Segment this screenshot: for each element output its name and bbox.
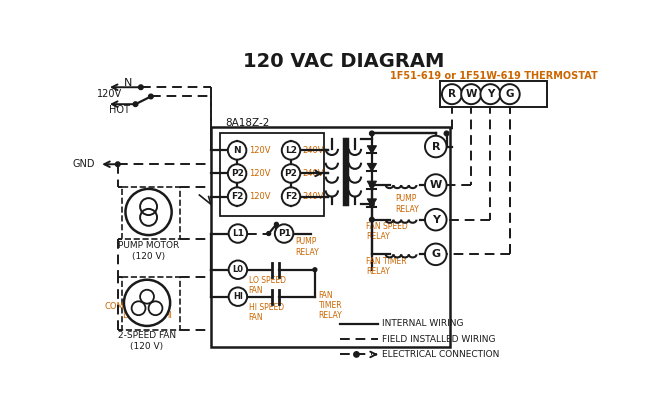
Text: 120V: 120V: [249, 146, 270, 155]
Text: L2: L2: [285, 146, 297, 155]
Circle shape: [425, 243, 447, 265]
Text: HI SPEED
FAN: HI SPEED FAN: [249, 303, 284, 322]
Bar: [123, 186, 180, 239]
Circle shape: [370, 131, 374, 136]
Text: 1F51-619 or 1F51W-619 THERMOSTAT: 1F51-619 or 1F51W-619 THERMOSTAT: [390, 71, 598, 81]
Circle shape: [444, 131, 449, 136]
Text: 120 VAC DIAGRAM: 120 VAC DIAGRAM: [243, 52, 444, 70]
Circle shape: [267, 232, 271, 235]
Circle shape: [425, 174, 447, 196]
Bar: [440, 81, 547, 107]
Text: HOT: HOT: [109, 105, 130, 115]
Text: 120V: 120V: [97, 89, 122, 99]
Bar: [123, 277, 180, 330]
Text: PUMP
RELAY: PUMP RELAY: [295, 238, 319, 257]
Text: R: R: [431, 142, 440, 152]
Circle shape: [275, 222, 278, 226]
Circle shape: [125, 189, 172, 235]
Circle shape: [149, 94, 153, 99]
Circle shape: [139, 85, 143, 90]
Circle shape: [500, 84, 520, 104]
Polygon shape: [367, 199, 377, 207]
Circle shape: [228, 261, 247, 279]
Text: PUMP
RELAY: PUMP RELAY: [396, 194, 419, 214]
Text: N: N: [233, 146, 241, 155]
Text: R: R: [448, 89, 456, 99]
Polygon shape: [367, 181, 377, 189]
Text: PUMP MOTOR
(120 V): PUMP MOTOR (120 V): [118, 241, 179, 261]
Text: FIELD INSTALLED WIRING: FIELD INSTALLED WIRING: [382, 334, 495, 344]
Text: ELECTRICAL CONNECTION: ELECTRICAL CONNECTION: [382, 350, 499, 359]
Circle shape: [228, 287, 247, 306]
Text: L0: L0: [232, 265, 243, 274]
Text: F2: F2: [231, 192, 243, 201]
Circle shape: [275, 224, 293, 243]
Circle shape: [282, 141, 300, 160]
Text: W: W: [466, 89, 477, 99]
Polygon shape: [367, 163, 377, 171]
Text: COM: COM: [104, 302, 124, 311]
Text: L1: L1: [232, 229, 244, 238]
Text: 240V: 240V: [303, 169, 324, 178]
Text: LO SPEED
FAN: LO SPEED FAN: [249, 276, 285, 295]
Bar: [220, 133, 324, 216]
Circle shape: [425, 209, 447, 230]
Circle shape: [313, 268, 317, 272]
Circle shape: [115, 162, 120, 166]
Text: W: W: [429, 180, 442, 190]
Text: 8A18Z-2: 8A18Z-2: [226, 118, 270, 128]
Text: Y: Y: [487, 89, 494, 99]
Circle shape: [228, 187, 247, 206]
Circle shape: [442, 84, 462, 104]
Circle shape: [124, 280, 170, 326]
Text: F2: F2: [285, 192, 297, 201]
Text: L0: L0: [122, 311, 131, 321]
Circle shape: [133, 102, 138, 106]
Circle shape: [425, 136, 447, 157]
Bar: [211, 127, 450, 347]
Circle shape: [461, 84, 481, 104]
Text: G: G: [505, 89, 514, 99]
Text: 240V: 240V: [303, 192, 324, 201]
Text: FAN SPEED
RELAY: FAN SPEED RELAY: [366, 222, 408, 241]
Text: FAN
TIMER
RELAY: FAN TIMER RELAY: [319, 290, 342, 320]
Text: N: N: [123, 78, 132, 88]
Circle shape: [370, 202, 374, 207]
Circle shape: [228, 164, 247, 183]
Circle shape: [370, 183, 374, 187]
Circle shape: [370, 217, 374, 222]
Text: P1: P1: [277, 229, 291, 238]
Text: HI: HI: [163, 311, 172, 321]
Text: FAN TIMER
RELAY: FAN TIMER RELAY: [366, 257, 407, 276]
Circle shape: [228, 141, 247, 160]
Text: 240V: 240V: [303, 146, 324, 155]
Text: INTERNAL WIRING: INTERNAL WIRING: [382, 319, 464, 328]
Circle shape: [354, 352, 359, 357]
Text: GND: GND: [73, 159, 95, 169]
Text: P2: P2: [285, 169, 297, 178]
Text: Y: Y: [431, 215, 440, 225]
Circle shape: [480, 84, 500, 104]
Text: 120V: 120V: [249, 192, 270, 201]
Circle shape: [282, 164, 300, 183]
Text: G: G: [431, 249, 440, 259]
Text: HI: HI: [233, 292, 243, 301]
Circle shape: [282, 187, 300, 206]
Circle shape: [228, 224, 247, 243]
Text: 2-SPEED FAN
(120 V): 2-SPEED FAN (120 V): [118, 331, 176, 351]
Text: P2: P2: [230, 169, 244, 178]
Polygon shape: [367, 146, 377, 153]
Text: 120V: 120V: [249, 169, 270, 178]
